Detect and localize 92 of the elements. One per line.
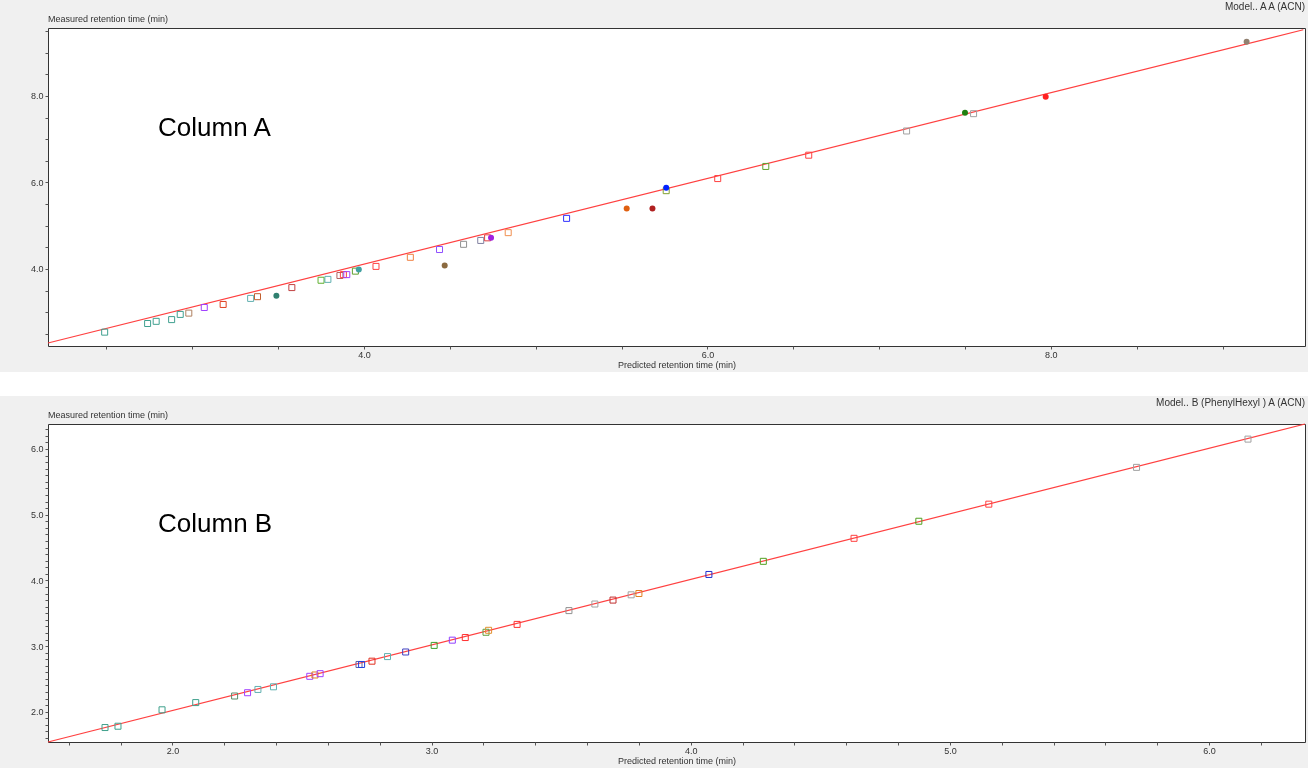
point — [759, 557, 767, 565]
point — [311, 671, 319, 679]
point — [273, 292, 280, 299]
point — [565, 607, 573, 615]
point — [1042, 93, 1049, 100]
point — [436, 246, 444, 254]
point — [649, 205, 656, 212]
point — [623, 205, 630, 212]
point — [152, 317, 160, 325]
point — [504, 229, 512, 237]
point — [591, 600, 599, 608]
point — [372, 262, 380, 270]
point — [351, 267, 359, 275]
y-tick-label: 2.0 — [30, 707, 44, 718]
point — [176, 310, 184, 318]
point — [430, 641, 438, 649]
point — [244, 689, 252, 697]
y-tick-label: 5.0 — [30, 510, 44, 521]
point — [185, 309, 193, 317]
point — [343, 271, 351, 279]
point — [324, 275, 332, 283]
point — [231, 692, 239, 700]
y-axis-title: Measured retention time (min) — [48, 14, 169, 24]
point — [970, 110, 978, 118]
point — [961, 109, 968, 116]
point — [247, 294, 255, 302]
y-tick-label: 3.0 — [30, 641, 44, 652]
point — [101, 724, 109, 732]
y-axis-title: Measured retention time (min) — [48, 410, 169, 420]
y-tick-label: 6.0 — [30, 444, 44, 455]
x-tick-label: 5.0 — [944, 745, 957, 756]
y-tick-label: 4.0 — [30, 264, 44, 275]
chart-title: Model.. A A (ACN) — [1224, 1, 1305, 12]
point — [448, 636, 456, 644]
point — [254, 293, 261, 301]
point — [563, 214, 571, 222]
point — [705, 570, 713, 578]
point — [254, 685, 262, 693]
point — [355, 266, 362, 273]
annotation: Column A — [158, 112, 272, 142]
annotation: Column B — [158, 508, 273, 538]
y-tick-label: 8.0 — [30, 91, 44, 102]
point — [915, 517, 923, 525]
point — [406, 253, 414, 261]
point — [609, 596, 617, 604]
point — [627, 591, 635, 599]
point — [269, 683, 277, 691]
y-tick-label: 4.0 — [30, 575, 44, 586]
point — [903, 127, 911, 135]
point — [219, 300, 227, 308]
point — [484, 234, 492, 242]
point — [144, 320, 152, 327]
point — [663, 184, 670, 191]
x-axis-title: Predicted retention time (min) — [617, 755, 737, 766]
point — [1244, 435, 1252, 443]
point — [477, 236, 485, 244]
point — [985, 500, 993, 508]
point — [461, 634, 469, 642]
point — [850, 534, 858, 542]
chart-title: Model.. B (PhenylHexyl ) A (ACN) — [1156, 397, 1305, 408]
x-tick-label: 4.0 — [685, 745, 698, 756]
point — [805, 151, 813, 159]
point — [200, 303, 208, 311]
point — [368, 657, 376, 665]
point — [1133, 463, 1141, 471]
point — [513, 620, 521, 628]
point — [168, 316, 176, 324]
y-tick-label: 6.0 — [30, 177, 44, 188]
x-tick-label: 4.0 — [358, 349, 371, 360]
x-tick-label: 8.0 — [1045, 349, 1058, 360]
x-tick-label: 6.0 — [1203, 745, 1216, 756]
point — [317, 276, 325, 284]
point — [1243, 38, 1250, 45]
point — [762, 162, 770, 170]
point — [714, 175, 722, 183]
x-axis-title: Predicted retention time (min) — [617, 359, 737, 370]
point — [114, 722, 122, 730]
point — [460, 240, 468, 248]
point — [662, 187, 670, 195]
point — [384, 653, 392, 661]
x-tick-label: 6.0 — [701, 349, 715, 360]
point — [441, 262, 448, 269]
point — [402, 648, 410, 656]
point — [488, 234, 495, 241]
point — [316, 670, 324, 678]
x-tick-label: 3.0 — [425, 745, 439, 756]
point — [288, 284, 296, 292]
x-tick-label: 2.0 — [166, 745, 180, 756]
point — [101, 328, 109, 336]
point — [158, 706, 166, 714]
point — [635, 590, 643, 598]
point — [192, 699, 200, 707]
